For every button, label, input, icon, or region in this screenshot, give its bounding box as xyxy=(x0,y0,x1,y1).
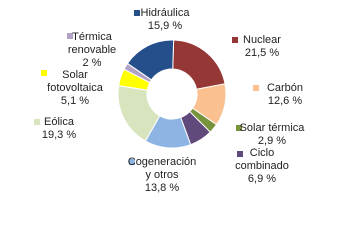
value-label: 2,9 % xyxy=(257,135,287,147)
segment-label: Solar fotovoltaica 5,1 % xyxy=(40,69,110,108)
segment-label: Térmica renovable 2 % xyxy=(62,31,122,70)
segment-label: Cogeneración y otros 13,8 % xyxy=(127,156,197,195)
category-label: Ciclo combinado xyxy=(235,147,289,172)
legend-marker xyxy=(34,119,40,125)
legend-marker xyxy=(134,10,140,16)
segment-label: Carbón 12,6 % xyxy=(255,82,315,108)
legend-marker xyxy=(236,125,242,131)
legend-marker xyxy=(253,85,259,91)
segment-label: Eólica 19,3 % xyxy=(34,116,84,142)
category-label: Térmica renovable xyxy=(67,31,117,56)
category-label: Cogeneración y otros xyxy=(127,156,197,181)
value-label: 21,5 % xyxy=(244,47,280,59)
segment-label: Solar térmica 2,9 % xyxy=(232,122,312,148)
category-label: Solar térmica xyxy=(239,122,305,134)
value-label: 5,1 % xyxy=(60,95,90,107)
value-label: 15,9 % xyxy=(147,20,183,32)
category-label: Nuclear xyxy=(243,34,281,46)
value-label: 13,8 % xyxy=(144,182,180,194)
segment-label: Hidráulica 15,9 % xyxy=(135,7,195,33)
legend-marker xyxy=(237,151,243,157)
donut-area xyxy=(117,39,227,149)
donut-segment xyxy=(172,39,226,90)
donut-segment xyxy=(126,39,175,81)
value-label: 19,3 % xyxy=(41,129,77,141)
value-label: 6,9 % xyxy=(247,173,277,185)
legend-marker xyxy=(232,37,238,43)
category-label: Solar fotovoltaica xyxy=(47,69,103,94)
legend-marker xyxy=(41,70,47,76)
segment-label: Ciclo combinado 6,9 % xyxy=(232,147,292,186)
category-label: Hidráulica xyxy=(140,7,190,19)
legend-marker xyxy=(129,159,135,165)
legend-marker xyxy=(67,33,73,39)
segment-label: Nuclear 21,5 % xyxy=(232,34,292,60)
value-label: 2 % xyxy=(82,57,102,69)
value-label: 12,6 % xyxy=(267,95,303,107)
category-label: Carbón xyxy=(266,82,304,94)
chart: Nuclear 21,5 % Carbón 12,6 % Solar térmica 2,… xyxy=(34,7,315,195)
category-label: Eólica xyxy=(44,116,74,128)
